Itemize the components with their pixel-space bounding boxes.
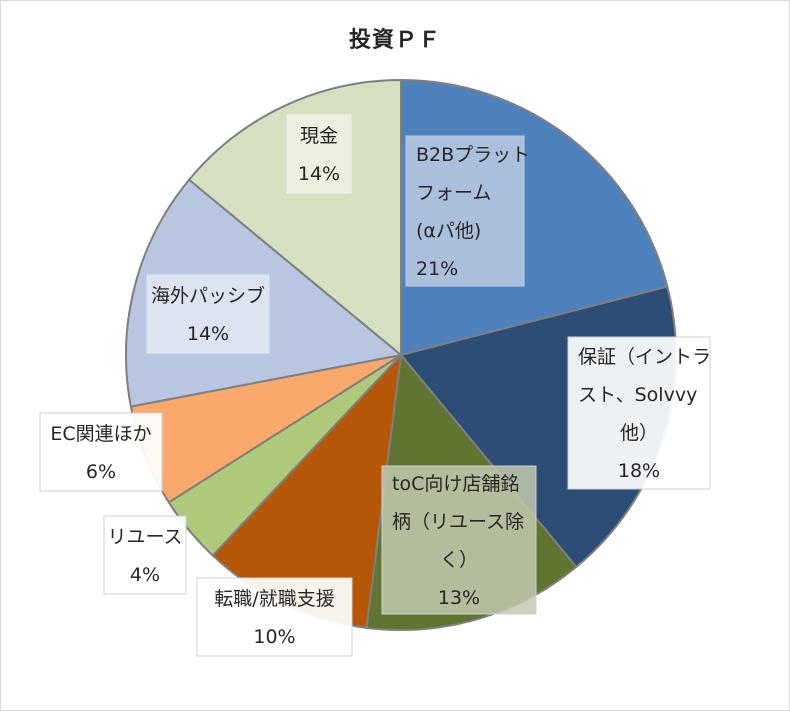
data-label-name-0: (αパ他) [416,220,481,242]
data-label-box-5 [39,412,163,492]
data-label-name-5: EC関連ほか [50,423,151,445]
data-label-box-0 [405,135,525,287]
data-label-name-1: スト、Solvvy [578,384,697,406]
data-label-name-3: 転職/就職支援 [214,588,334,610]
data-label-name-1: 保証（イントラ [578,346,711,368]
data-label-percent-4: 4% [130,564,160,586]
data-label-percent-7: 14% [298,163,340,185]
data-label-name-2: toC向け店舗銘 [392,473,519,495]
data-label-box-7 [286,114,352,194]
data-label-percent-2: 13% [438,587,480,609]
data-label-box-2 [381,465,537,615]
data-label-name-4: リユース [107,526,182,548]
data-label-name-7: 現金 [300,125,338,147]
data-label-box-6 [146,274,270,354]
data-label-box-1 [567,336,711,490]
data-label-name-1: 他） [620,422,658,444]
data-label-percent-6: 14% [187,323,229,345]
data-label-box-4 [103,515,187,595]
data-label-name-2: く） [440,549,478,571]
data-label-percent-3: 10% [253,626,295,648]
chart-title: 投資ＰＦ [348,28,441,53]
data-label-name-0: B2Bプラット [416,144,530,166]
data-label-percent-5: 6% [86,461,116,483]
data-label-box-3 [196,577,353,657]
data-label-name-2: 柄（リユース除 [392,511,524,533]
data-label-name-6: 海外パッシブ [151,284,265,307]
data-label-percent-0: 21% [416,258,458,280]
data-label-percent-1: 18% [618,460,660,482]
data-label-name-0: フォーム [416,182,491,204]
